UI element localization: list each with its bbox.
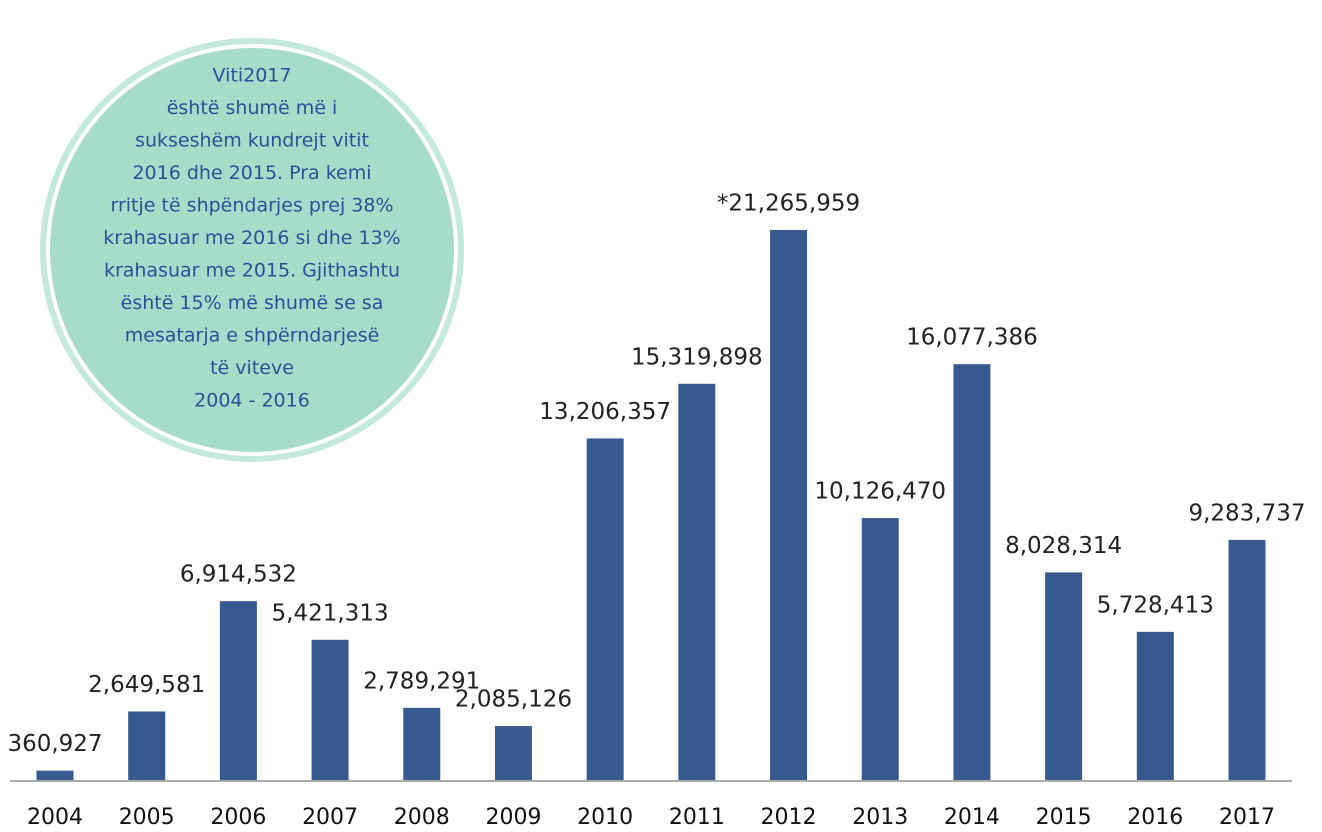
- x-tick-label: 2008: [394, 805, 450, 830]
- x-tick-label: 2006: [210, 805, 266, 830]
- bar: [128, 711, 166, 780]
- annotation-text: mesatarja e shpërndarjesë: [125, 325, 380, 347]
- x-tick-label: 2012: [761, 805, 817, 830]
- value-label: 13,206,357: [539, 399, 671, 425]
- value-label: 5,421,313: [272, 600, 389, 626]
- x-tick-label: 2015: [1036, 805, 1092, 830]
- x-tick-label: 2004: [27, 805, 83, 830]
- bar: [1136, 631, 1174, 780]
- bar: [861, 518, 899, 780]
- bar: [678, 383, 716, 780]
- value-label: 2,789,291: [363, 668, 480, 694]
- bar: [1228, 539, 1266, 780]
- annotation-text: është 15% më shumë se sa: [121, 292, 384, 314]
- x-tick-label: 2017: [1219, 805, 1275, 830]
- annotation-circle: [50, 48, 454, 452]
- annotation-text: të viteve: [210, 357, 294, 379]
- x-tick-label: 2007: [302, 805, 358, 830]
- x-tick-label: 2010: [577, 805, 633, 830]
- value-label: 360,927: [7, 731, 102, 757]
- bar: [36, 770, 74, 780]
- value-label: 15,319,898: [631, 344, 763, 370]
- annotation-text: sukseshëm kundrejt vitit: [135, 130, 369, 152]
- annotation-text: 2004 - 2016: [194, 390, 310, 412]
- bar: [953, 364, 991, 780]
- bar: [1045, 572, 1083, 780]
- annotation-text: krahasuar me 2015. Gjithashtu: [104, 260, 400, 282]
- value-label: 2,649,581: [88, 672, 205, 698]
- bar: [403, 707, 441, 780]
- value-label: *21,265,959: [717, 191, 860, 217]
- annotation-text: është shumë më i: [167, 97, 338, 119]
- x-tick-label: 2016: [1127, 805, 1183, 830]
- bar: [494, 726, 532, 780]
- value-label: 10,126,470: [814, 479, 946, 505]
- x-tick-label: 2005: [119, 805, 175, 830]
- bar: [219, 601, 257, 780]
- annotation-text: rritje të shpëndarjes prej 38%: [110, 195, 393, 217]
- x-tick-label: 2014: [944, 805, 1000, 830]
- bar: [770, 230, 808, 780]
- annotation-text: krahasuar me 2016 si dhe 13%: [103, 227, 401, 249]
- value-label: 16,077,386: [906, 325, 1038, 351]
- value-label: 2,085,126: [455, 687, 572, 713]
- value-label: 9,283,737: [1188, 500, 1305, 526]
- value-label: 5,728,413: [1097, 592, 1214, 618]
- bar: [311, 639, 349, 780]
- value-label: 6,914,532: [180, 562, 297, 588]
- bar: [586, 438, 624, 780]
- value-label: 8,028,314: [1005, 533, 1122, 559]
- x-tick-label: 2011: [669, 805, 725, 830]
- annotation-text: 2016 dhe 2015. Pra kemi: [132, 162, 371, 184]
- annotation-text: Viti2017: [213, 65, 292, 87]
- x-tick-label: 2009: [485, 805, 541, 830]
- x-tick-label: 2013: [852, 805, 908, 830]
